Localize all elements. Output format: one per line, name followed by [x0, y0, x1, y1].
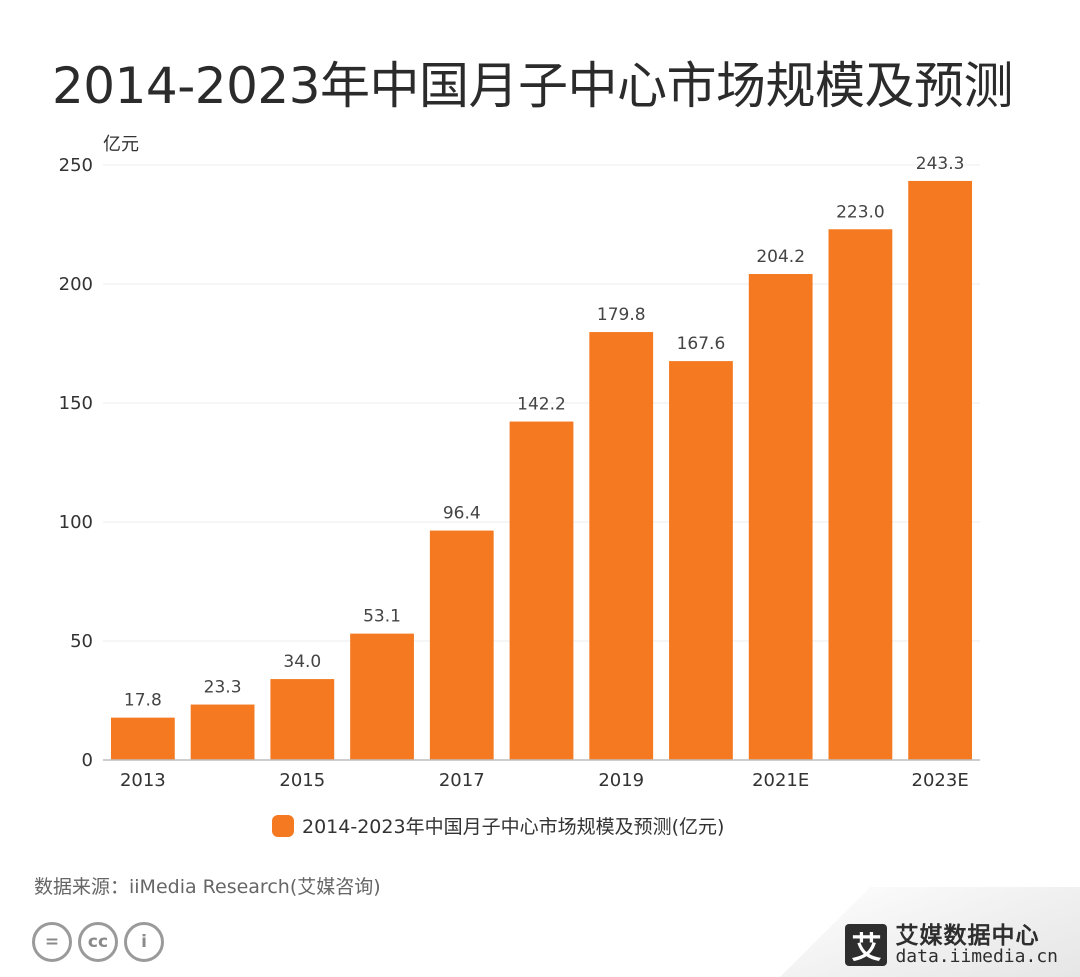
x-tick-label: 2017	[439, 770, 485, 791]
y-tick-label: 50	[70, 631, 93, 652]
data-label: 17.8	[124, 691, 162, 711]
bar	[589, 332, 654, 760]
equals-icon: =	[32, 922, 72, 962]
brand-url: data.iimedia.cn	[895, 946, 1058, 968]
data-label: 142.2	[517, 395, 566, 415]
y-tick-label: 200	[59, 274, 93, 295]
y-tick-label: 100	[59, 512, 93, 533]
y-tick-label: 150	[59, 393, 93, 414]
legend-label: 2014-2023年中国月子中心市场规模及预测(亿元)	[302, 816, 725, 838]
legend-swatch	[272, 814, 294, 837]
data-label: 179.8	[597, 305, 646, 325]
data-label: 167.6	[677, 334, 726, 354]
data-label: 243.3	[916, 154, 965, 174]
data-label: 34.0	[283, 652, 321, 672]
brand-logo-icon: 艾	[845, 924, 888, 966]
cc-icon: cc	[78, 922, 118, 962]
bar	[828, 229, 893, 760]
legend: 2014-2023年中国月子中心市场规模及预测(亿元)	[272, 812, 724, 839]
bar	[908, 180, 973, 761]
y-tick-label: 250	[59, 155, 93, 176]
x-tick-label: 2013	[120, 770, 166, 791]
data-label: 53.1	[363, 607, 401, 627]
data-label: 96.4	[443, 504, 481, 524]
x-tick-label: 2021E	[752, 770, 809, 791]
x-tick-label: 2023E	[912, 770, 969, 791]
data-label: 23.3	[204, 678, 242, 698]
bar	[110, 717, 175, 760]
data-label: 204.2	[756, 247, 805, 267]
bar	[669, 361, 733, 760]
bar	[748, 274, 813, 760]
x-tick-label: 2015	[279, 770, 325, 791]
bar	[429, 530, 494, 760]
bar	[270, 679, 335, 760]
data-label: 223.0	[836, 202, 885, 222]
source-note: 数据来源：iiMedia Research(艾媒咨询)	[34, 876, 381, 898]
brand-name: 艾媒数据中心	[895, 923, 1040, 949]
brand: 艾 艾媒数据中心 data.iimedia.cn	[845, 924, 1058, 967]
y-tick-label: 0	[82, 750, 93, 771]
chart-title: 2014-2023年中国月子中心市场规模及预测	[52, 57, 1014, 115]
bar	[190, 704, 255, 760]
license-icons: = cc i	[32, 922, 164, 962]
person-icon: i	[124, 922, 164, 962]
x-tick-label: 2019	[598, 770, 644, 791]
bar	[509, 421, 574, 760]
y-axis-unit: 亿元	[103, 134, 139, 155]
bar	[350, 633, 414, 760]
